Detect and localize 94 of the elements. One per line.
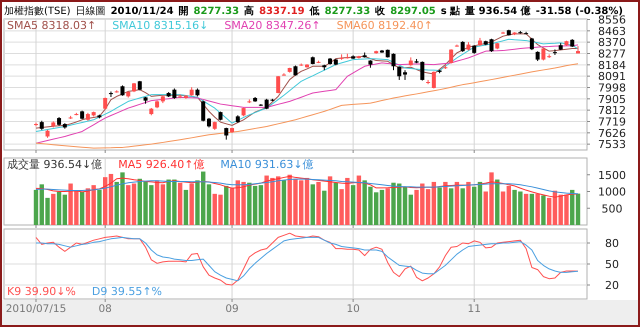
line-series <box>36 63 578 149</box>
bar <box>460 188 465 225</box>
y-tick-label: 7626 <box>598 126 626 140</box>
y-tick-label: 7812 <box>598 104 626 118</box>
candlestick <box>206 117 211 128</box>
y-tick-label: 7905 <box>598 92 626 106</box>
y-tick-label: 8184 <box>598 58 626 72</box>
text: 8297.05 <box>390 6 436 17</box>
line-series <box>36 44 578 144</box>
candlestick <box>132 82 136 93</box>
candlestick <box>40 120 44 130</box>
y-tick-label: 8370 <box>598 36 626 50</box>
text: 8337.19 <box>259 6 305 17</box>
candlestick <box>536 50 540 62</box>
bar <box>184 190 188 225</box>
bar <box>524 194 528 225</box>
bar <box>443 182 448 225</box>
x-tick-label: 2010/07/15 <box>6 303 66 315</box>
y-tick-label: 1500 <box>598 168 626 182</box>
x-tick-label: 10 <box>346 303 360 315</box>
bar <box>495 180 500 225</box>
candlestick <box>460 40 465 52</box>
bar <box>316 182 321 225</box>
line-series <box>36 178 578 194</box>
text: 低 <box>308 5 320 17</box>
chart-subtitle: 日線圖 <box>76 6 106 17</box>
y-tick-label: 500 <box>602 202 622 216</box>
text: 高 <box>244 5 254 17</box>
text: 8277.33 <box>194 6 240 17</box>
bar <box>189 184 194 225</box>
bar <box>530 194 534 225</box>
candlestick <box>201 100 206 122</box>
bar <box>310 184 315 225</box>
text: 2010/11/24 <box>110 6 174 17</box>
bar <box>541 195 546 225</box>
bar <box>466 182 471 225</box>
candlestick <box>103 97 108 110</box>
candlestick <box>120 84 124 96</box>
bar <box>386 188 390 225</box>
y-tick-label: 7719 <box>598 115 626 128</box>
y-tick-label: 7998 <box>598 81 626 94</box>
candlestick <box>276 76 280 94</box>
bar <box>535 194 540 225</box>
candlestick <box>172 88 176 100</box>
y-tick-label: 80 <box>605 237 619 250</box>
candlestick <box>432 70 436 89</box>
candlestick <box>224 127 228 140</box>
text: 8277.33 <box>324 6 370 17</box>
bar <box>97 190 102 225</box>
candlestick <box>490 38 494 52</box>
text: 量 936.54 億 <box>464 5 532 17</box>
candlestick <box>391 52 396 71</box>
series-label: MA10 931.63↓億 <box>220 158 314 171</box>
bar <box>334 182 338 225</box>
y-tick-label: 50 <box>605 258 619 271</box>
candlestick <box>530 37 534 51</box>
candlestick <box>420 60 424 82</box>
bar <box>454 182 460 225</box>
y-tick-label: 8091 <box>598 70 626 84</box>
text: s 點 <box>440 5 460 17</box>
text: 收 <box>375 5 386 17</box>
y-tick-label: 7533 <box>598 138 626 152</box>
candlestick <box>138 80 142 91</box>
chart-title: 加權指數(TSE) <box>4 5 71 17</box>
bar <box>224 186 228 225</box>
x-tick-label: 09 <box>225 303 239 315</box>
text: K9 39.90↓% <box>7 285 76 298</box>
bar <box>51 194 56 225</box>
series-label: 成交量 936.54↓億 <box>7 158 102 171</box>
text: D9 39.55↑% <box>92 285 162 298</box>
bar <box>328 176 332 225</box>
bar <box>322 190 326 225</box>
y-tick-label: 8463 <box>598 24 626 38</box>
bar <box>282 180 286 225</box>
x-tick-label: 08 <box>98 303 112 315</box>
text: -31.58 (-0.38%) <box>536 6 623 17</box>
text: SMA20 8347.26↑ <box>224 19 321 32</box>
y-tick-label: 8277 <box>598 47 626 60</box>
text: SMA5 8318.03↑ <box>7 19 96 32</box>
bar <box>448 188 454 225</box>
candlestick <box>449 48 454 64</box>
y-tick-label: 1000 <box>598 186 626 198</box>
line-series <box>36 176 578 198</box>
text: SMA60 8192.40↑ <box>336 19 433 32</box>
bar <box>178 182 182 225</box>
bar <box>356 176 362 225</box>
text: SMA10 8315.16↓ <box>112 19 208 32</box>
bar <box>350 185 356 225</box>
y-tick-label: 20 <box>605 279 619 292</box>
x-tick-label: 11 <box>468 303 481 315</box>
series-label: MA5 926.40↑億 <box>118 158 204 171</box>
bar <box>437 188 442 225</box>
bar <box>80 192 84 225</box>
text: 開 <box>178 5 189 17</box>
